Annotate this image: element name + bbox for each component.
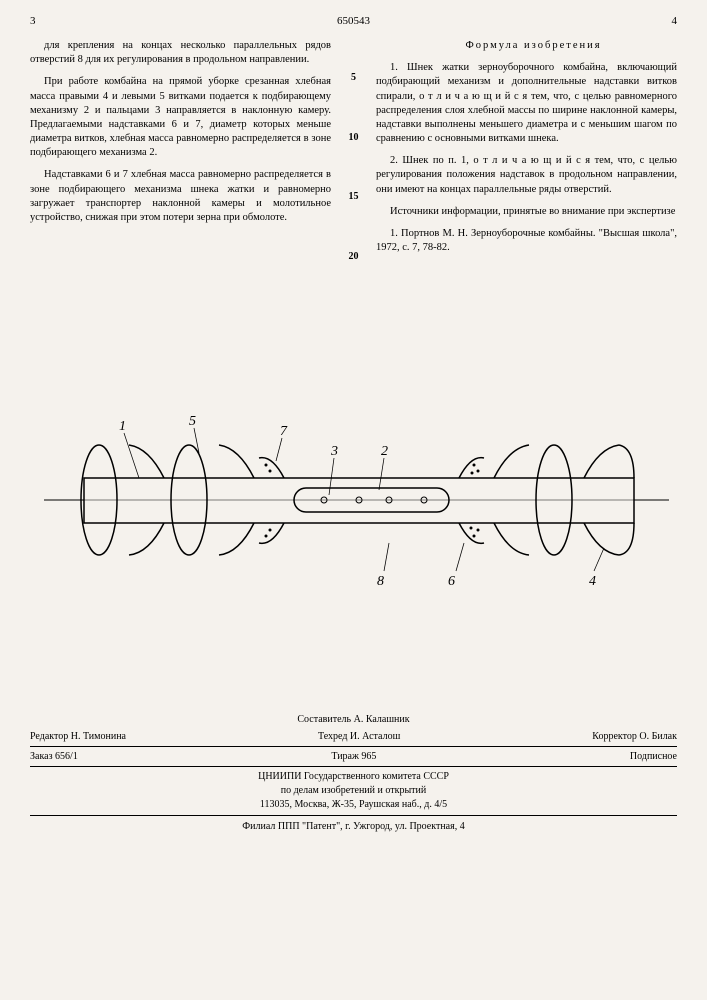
diagram-label-7: 7 [280,424,288,439]
tech-editor: Техред И. Асталош [318,730,400,744]
left-paragraph-1: для крепления на концах несколько паралл… [30,39,331,67]
diagram-label-4: 4 [589,574,596,589]
editor: Редактор Н. Тимонина [30,730,126,744]
org-line-2: по делам изобретений и открытий [30,784,677,798]
line-number: 10 [349,131,359,145]
diagram-label-1: 1 [119,419,126,434]
footer-compiler-row: Составитель А. Калашник [30,713,677,727]
tirage: Тираж 965 [331,750,376,764]
claim-1: 1. Шнек жатки зерноуборочного комбайна, … [376,61,677,146]
right-column: Формула изобретения 1. Шнек жатки зерноу… [376,39,677,263]
footer-editor-row: Редактор Н. Тимонина Техред И. Асталош К… [30,730,677,747]
page-number-left: 3 [30,15,70,27]
line-number: 15 [349,190,359,204]
claim-2: 2. Шнек по п. 1, о т л и ч а ю щ и й с я… [376,154,677,197]
footer-organization: ЦНИИПИ Государственного комитета СССР по… [30,770,677,816]
left-paragraph-2: При работе комбайна на прямой уборке сре… [30,75,331,160]
line-number-column: 5 10 15 20 [346,39,361,263]
page-header: 3 650543 4 [30,15,677,27]
sources-heading: Источники информации, принятые во вниман… [376,205,677,219]
left-paragraph-3: Надставками 6 и 7 хлебная масса равномер… [30,168,331,225]
left-column: для крепления на концах несколько паралл… [30,39,331,263]
line-number: 20 [349,250,359,264]
corrector: Корректор О. Билак [592,730,677,744]
auger-diagram: 1 5 7 3 2 4 6 8 [34,403,674,593]
diagram-label-8: 8 [377,574,384,589]
org-line-1: ЦНИИПИ Государственного комитета СССР [30,770,677,784]
org-address: 113035, Москва, Ж-35, Раушская наб., д. … [30,798,677,812]
compiler: Составитель А. Калашник [297,713,409,727]
diagram-label-6: 6 [448,574,455,589]
technical-diagram-container: 1 5 7 3 2 4 6 8 [30,403,677,593]
text-columns: для крепления на концах несколько паралл… [30,39,677,263]
source-1: 1. Портнов М. Н. Зерноуборочные комбайны… [376,227,677,255]
footer-filial: Филиал ППП "Патент", г. Ужгород, ул. Про… [30,820,677,834]
order-number: Заказ 656/1 [30,750,78,764]
diagram-label-5: 5 [189,414,196,429]
formula-heading: Формула изобретения [376,39,677,53]
subscription: Подписное [630,750,677,764]
line-number: 5 [351,71,356,85]
document-number: 650543 [70,15,637,27]
footer-order-row: Заказ 656/1 Тираж 965 Подписное [30,750,677,767]
page-number-right: 4 [637,15,677,27]
diagram-label-2: 2 [381,444,388,459]
document-footer: Составитель А. Калашник Редактор Н. Тимо… [30,713,677,834]
diagram-label-3: 3 [330,444,338,459]
